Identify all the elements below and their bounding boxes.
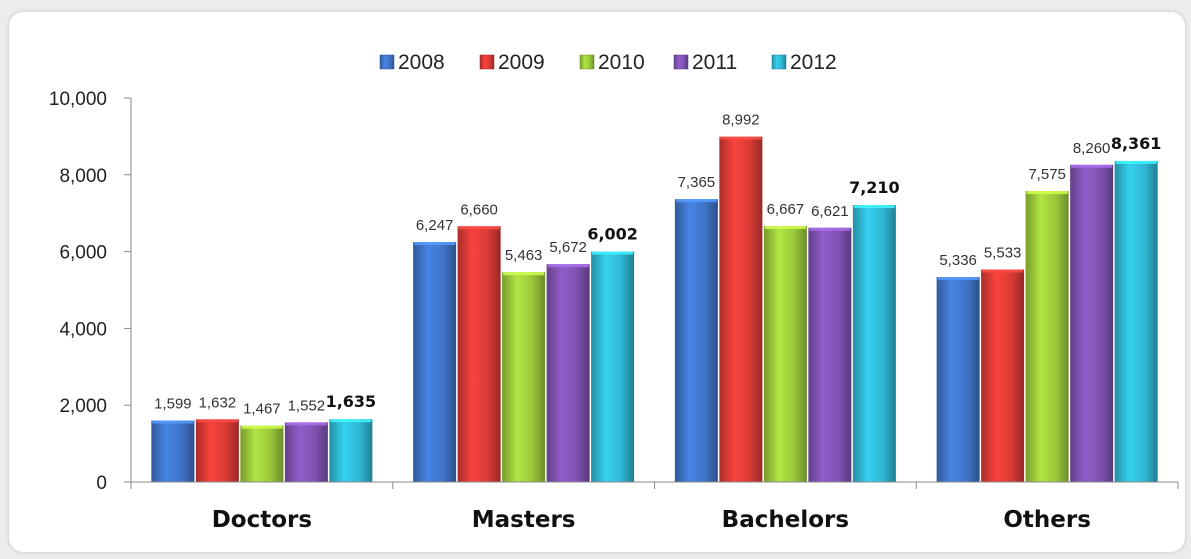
bar-others-2011 (1070, 164, 1114, 483)
bar-top-highlight (152, 420, 194, 424)
bar-others-2010 (1025, 191, 1069, 482)
data-label-bachelors-2010: 6,667 (767, 201, 805, 218)
data-label-others-2011: 8,260 (1073, 140, 1111, 157)
y-tick-label: 10,000 (49, 89, 107, 110)
data-label-doctors-2009: 1,632 (199, 394, 237, 411)
x-category-label-others: Others (1003, 507, 1091, 533)
data-label-bachelors-2011: 6,621 (811, 203, 849, 220)
bar-doctors-2009 (195, 419, 239, 482)
legend-label-2008: 2008 (398, 51, 445, 74)
legend-label-2011: 2011 (692, 51, 737, 74)
bar-top-highlight (809, 227, 851, 231)
bar-masters-2010 (502, 272, 546, 482)
bar-top-highlight (196, 419, 238, 423)
legend-swatch-2012 (771, 54, 787, 70)
bar-others-2009 (981, 269, 1025, 482)
data-label-masters-2009: 6,660 (460, 201, 498, 218)
bar-masters-2011 (546, 264, 590, 482)
data-label-bachelors-2012: 7,210 (849, 178, 900, 197)
bar-top-highlight (675, 199, 717, 203)
bar-top-highlight (241, 425, 283, 429)
legend-swatch-2009 (479, 54, 495, 70)
legend-swatch-2008 (379, 54, 395, 70)
legend-swatch-2011 (673, 54, 689, 70)
data-label-others-2008: 5,336 (939, 252, 977, 269)
data-label-doctors-2008: 1,599 (154, 396, 192, 413)
bar-top-highlight (764, 225, 806, 229)
bar-masters-2008 (413, 242, 457, 482)
bar-bachelors-2010 (763, 225, 807, 483)
bar-top-highlight (1071, 164, 1113, 168)
bar-top-highlight (1115, 160, 1157, 164)
data-label-bachelors-2009: 8,992 (722, 112, 760, 129)
bar-bachelors-2011 (808, 227, 852, 482)
y-tick-label: 2,000 (59, 396, 107, 417)
bar-masters-2012 (591, 251, 635, 482)
bar-top-highlight (1026, 191, 1068, 195)
legend-label-2012: 2012 (790, 51, 837, 74)
data-label-doctors-2010: 1,467 (243, 401, 281, 418)
data-label-doctors-2012: 1,635 (326, 392, 377, 411)
bar-top-highlight (503, 272, 545, 276)
x-axis: Doctors Masters Bachelors Others (130, 481, 1179, 533)
bar-top-highlight (982, 269, 1024, 273)
x-category-label-bachelors: Bachelors (722, 507, 849, 533)
data-label-masters-2008: 6,247 (416, 217, 454, 234)
y-tick-label: 4,000 (59, 319, 107, 340)
y-tick-label: 0 (96, 473, 107, 494)
bar-top-highlight (547, 264, 589, 268)
data-label-masters-2011: 5,672 (549, 239, 587, 256)
bar-doctors-2012 (329, 419, 373, 482)
data-label-others-2009: 5,533 (984, 245, 1022, 262)
data-label-doctors-2011: 1,552 (288, 397, 326, 414)
legend-label-2009: 2009 (498, 51, 545, 74)
bar-top-highlight (330, 419, 372, 423)
bar-bachelors-2012 (852, 205, 896, 483)
bar-doctors-2008 (151, 420, 195, 482)
x-category-label-doctors: Doctors (212, 507, 312, 533)
y-tick-label: 6,000 (59, 243, 107, 264)
chart-legend: 2008 2009 2010 2011 2012 (379, 51, 837, 74)
bar-top-highlight (285, 422, 327, 426)
data-label-others-2010: 7,575 (1028, 166, 1066, 183)
bar-top-highlight (937, 277, 979, 281)
bar-series-group: 1,599 1,632 1,467 1,552 1,635 6,247 6,660 5,463… (151, 112, 1162, 483)
bar-top-highlight (458, 226, 500, 230)
bar-doctors-2010 (240, 425, 284, 482)
bar-bachelors-2009 (719, 136, 763, 482)
legend-swatch-2010 (579, 54, 595, 70)
data-label-masters-2012: 6,002 (587, 225, 638, 244)
bar-masters-2009 (457, 226, 501, 482)
bar-others-2012 (1114, 160, 1158, 482)
bar-top-highlight (853, 205, 895, 209)
bar-top-highlight (592, 251, 634, 255)
x-category-label-masters: Masters (472, 507, 576, 533)
legend-label-2010: 2010 (598, 51, 645, 74)
y-axis: 0 2,000 4,000 6,000 8,000 10,000 (49, 89, 132, 494)
data-label-others-2012: 8,361 (1111, 134, 1162, 153)
y-tick-label: 8,000 (59, 166, 107, 187)
data-label-bachelors-2008: 7,365 (678, 174, 716, 191)
bar-top-highlight (720, 136, 762, 140)
bar-top-highlight (414, 242, 456, 246)
bar-bachelors-2008 (674, 199, 718, 482)
data-label-masters-2010: 5,463 (505, 247, 543, 264)
bar-others-2008 (936, 277, 980, 482)
bar-doctors-2011 (284, 422, 328, 482)
